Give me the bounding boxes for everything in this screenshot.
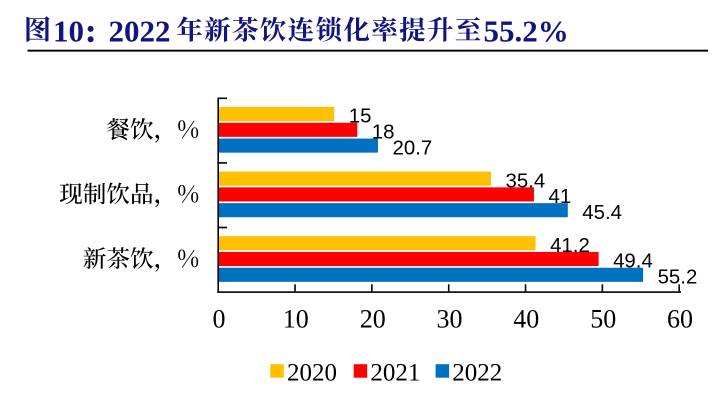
svg-text:2020: 2020 [287, 360, 337, 387]
svg-text:35.4: 35.4 [506, 170, 546, 192]
svg-text:18: 18 [372, 122, 395, 144]
svg-text:50: 50 [590, 305, 616, 334]
svg-text:30: 30 [437, 305, 463, 334]
svg-text:2021: 2021 [370, 360, 420, 387]
svg-text:20: 20 [360, 305, 386, 334]
svg-text:10: 10 [53, 13, 84, 48]
svg-text:2022: 2022 [452, 360, 502, 387]
svg-text:60: 60 [667, 305, 693, 334]
svg-text:55.2: 55.2 [658, 267, 698, 289]
svg-text:41: 41 [549, 186, 572, 208]
svg-text:15: 15 [349, 106, 372, 128]
svg-text:20.7: 20.7 [393, 137, 433, 159]
svg-text:49.4: 49.4 [613, 251, 653, 273]
svg-text:41.2: 41.2 [550, 235, 590, 257]
svg-text:55.2%: 55.2% [484, 13, 569, 48]
svg-text:0: 0 [213, 305, 226, 334]
svg-text:2022: 2022 [109, 13, 171, 48]
svg-text:10: 10 [283, 305, 309, 334]
svg-text:45.4: 45.4 [582, 202, 622, 224]
svg-text:40: 40 [513, 305, 539, 334]
